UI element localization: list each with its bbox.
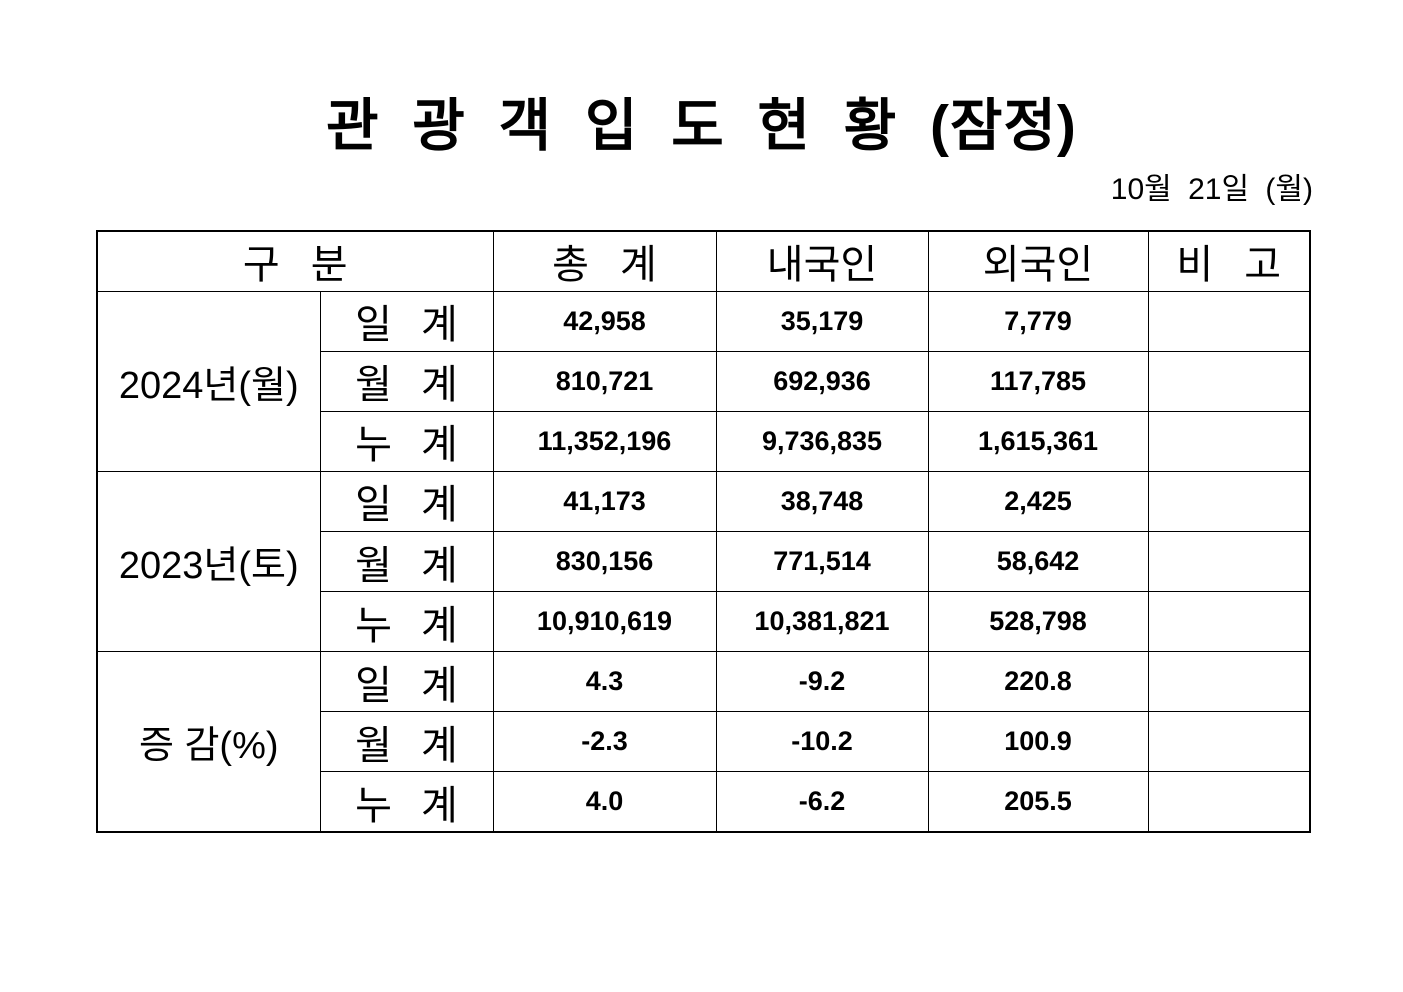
- cell-foreign: 58,642: [927, 530, 1149, 593]
- table-row: 2024년(월) 일 계 42,958 35,179 7,779: [96, 290, 1311, 472]
- table-row: 2023년(토) 일 계 41,173 38,748 2,425: [96, 470, 1311, 653]
- cell-total: -2.3: [492, 711, 717, 773]
- cell-total: 11,352,196: [492, 410, 717, 472]
- header-gubun: 구 분: [96, 230, 494, 292]
- row-label-cumulative: 누 계: [319, 410, 494, 472]
- cell-foreign: 2,425: [927, 470, 1149, 532]
- table-row: 누 계 4.0 -6.2 205.5: [97, 771, 1311, 833]
- cell-domestic: -6.2: [715, 771, 929, 833]
- cell-domestic: 10,381,821: [715, 591, 929, 653]
- cell-remark: [1147, 651, 1311, 713]
- table-header-row: 구 분 총 계 내국인 외국인 비 고: [96, 230, 1311, 292]
- table-row: 월 계 830,156 771,514 58,642: [97, 530, 1311, 593]
- cell-remark: [1147, 771, 1311, 833]
- cell-total: 4.3: [492, 651, 717, 713]
- header-foreign: 외국인: [927, 230, 1149, 292]
- header-domestic: 내국인: [715, 230, 929, 292]
- row-label-cumulative: 누 계: [319, 591, 494, 653]
- group-label-2023: 2023년(토): [96, 470, 321, 653]
- group-label-change: 증 감(%): [96, 651, 321, 833]
- cell-total: 4.0: [492, 771, 717, 833]
- tourist-arrival-table: 구 분 총 계 내국인 외국인 비 고 2024년(월) 일 계 42,958 …: [96, 230, 1311, 833]
- cell-total: 830,156: [492, 530, 717, 593]
- cell-remark: [1147, 350, 1311, 412]
- cell-domestic: -9.2: [715, 651, 929, 713]
- table-row: 누 계 10,910,619 10,381,821 528,798: [97, 591, 1311, 653]
- row-label-cumulative: 누 계: [319, 771, 494, 833]
- table-row: 증 감(%) 일 계 4.3 -9.2 220.8: [96, 651, 1311, 833]
- cell-total: 41,173: [492, 470, 717, 532]
- cell-foreign: 205.5: [927, 771, 1149, 833]
- page-title: 관 광 객 입 도 현 황 (잠정): [326, 94, 1077, 158]
- cell-foreign: 7,779: [927, 290, 1149, 352]
- header-total: 총 계: [492, 230, 717, 292]
- cell-remark: [1147, 290, 1311, 352]
- cell-domestic: 692,936: [715, 350, 929, 412]
- row-label-monthly: 월 계: [319, 530, 494, 593]
- table-row: 월 계 -2.3 -10.2 100.9: [97, 711, 1311, 773]
- cell-foreign: 220.8: [927, 651, 1149, 713]
- cell-total: 810,721: [492, 350, 717, 412]
- cell-domestic: -10.2: [715, 711, 929, 773]
- cell-domestic: 35,179: [715, 290, 929, 352]
- cell-domestic: 771,514: [715, 530, 929, 593]
- cell-remark: [1147, 711, 1311, 773]
- table-row: 누 계 11,352,196 9,736,835 1,615,361: [97, 410, 1311, 472]
- cell-foreign: 100.9: [927, 711, 1149, 773]
- report-date: 10월 21일 (월): [1110, 173, 1313, 206]
- row-label-monthly: 월 계: [319, 711, 494, 773]
- group-label-2024: 2024년(월): [96, 290, 321, 472]
- cell-remark: [1147, 470, 1311, 532]
- cell-total: 10,910,619: [492, 591, 717, 653]
- cell-remark: [1147, 591, 1311, 653]
- cell-remark: [1147, 410, 1311, 472]
- row-label-daily: 일 계: [319, 290, 494, 352]
- cell-foreign: 1,615,361: [927, 410, 1149, 472]
- cell-domestic: 38,748: [715, 470, 929, 532]
- row-label-daily: 일 계: [319, 651, 494, 713]
- cell-domestic: 9,736,835: [715, 410, 929, 472]
- cell-foreign: 117,785: [927, 350, 1149, 412]
- row-label-monthly: 월 계: [319, 350, 494, 412]
- row-label-daily: 일 계: [319, 470, 494, 532]
- cell-foreign: 528,798: [927, 591, 1149, 653]
- cell-remark: [1147, 530, 1311, 593]
- cell-total: 42,958: [492, 290, 717, 352]
- header-remark: 비 고: [1147, 230, 1311, 292]
